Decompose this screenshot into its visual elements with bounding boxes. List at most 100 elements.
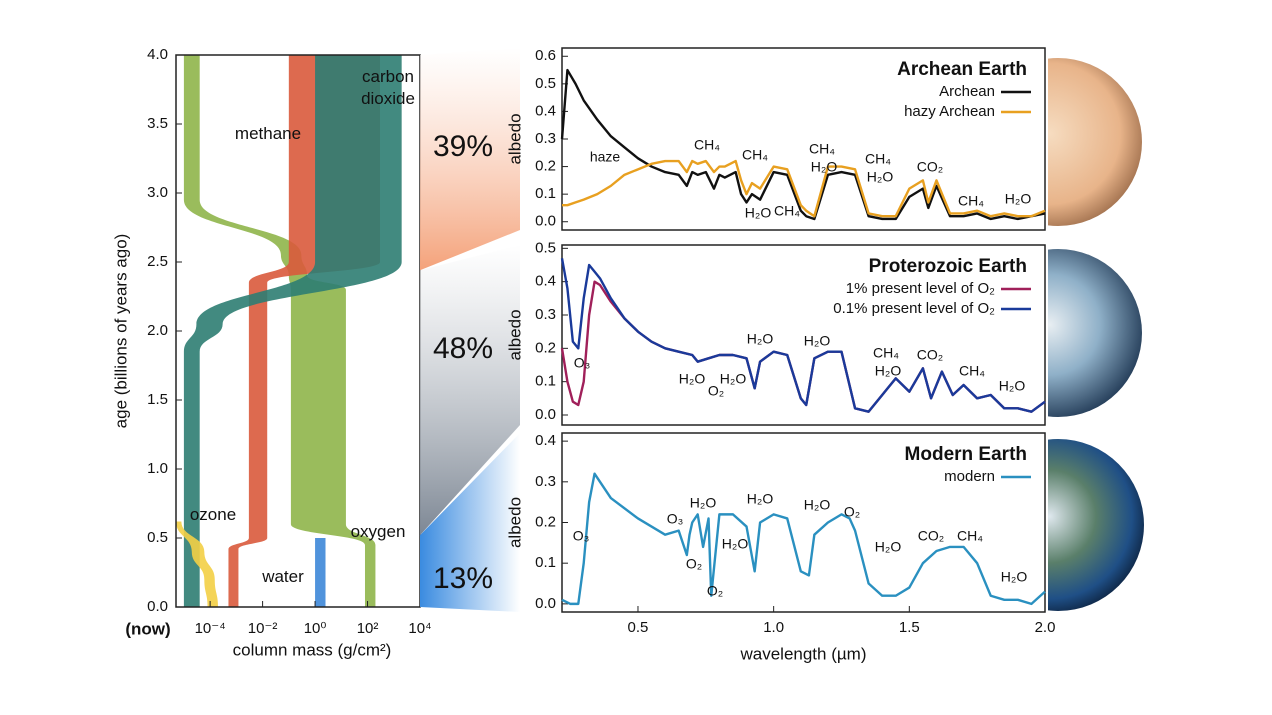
annotation: H₂O xyxy=(804,333,831,349)
proterozoic-planet xyxy=(1048,249,1142,417)
y-tick-label: 0.2 xyxy=(535,513,556,530)
spectrum-line xyxy=(562,159,1046,218)
annotation: CH₄ xyxy=(873,345,899,361)
annotation: CH₄ xyxy=(694,137,720,153)
band xyxy=(176,521,219,607)
wedge xyxy=(420,433,520,612)
y-tick-label: 0.5 xyxy=(147,529,168,546)
y-tick-label: 0.2 xyxy=(535,158,556,175)
archean-planet xyxy=(1048,58,1142,226)
y-tick-label: 0.5 xyxy=(535,239,556,256)
y-tick-label: 0.4 xyxy=(535,273,556,290)
wedge xyxy=(420,245,520,536)
annotation: CO₂ xyxy=(917,347,943,363)
annotation: CO₂ xyxy=(918,528,944,544)
y-axis-label: albedo xyxy=(505,497,524,548)
y-tick-label: 2.0 xyxy=(147,322,168,339)
panel-title: Modern Earth xyxy=(905,444,1027,465)
annotation: H₂O xyxy=(867,169,894,185)
y-axis-label: albedo xyxy=(505,113,524,164)
legend-label: hazy Archean xyxy=(904,103,995,120)
y-tick-label: 0.4 xyxy=(535,102,556,119)
y-tick-label: 0.1 xyxy=(535,185,556,202)
annotation: H₂O xyxy=(804,497,831,513)
x-axis-label: wavelength (µm) xyxy=(739,644,866,663)
annotation: CH₄ xyxy=(958,193,984,209)
planets xyxy=(1048,58,1144,611)
annotation: O₂ xyxy=(686,556,702,572)
y-tick-label: 3.0 xyxy=(147,184,168,201)
x-axis-label: column mass (g/cm²) xyxy=(233,640,392,659)
annotation: H₂O xyxy=(875,539,902,555)
y-tick-label: 0.4 xyxy=(535,432,556,449)
annotation: H₂O xyxy=(747,331,774,347)
legend-label: modern xyxy=(944,468,995,485)
legend-label: Archean xyxy=(939,83,995,100)
annotation: H₂O xyxy=(679,371,706,387)
y-tick-label: 0.3 xyxy=(535,306,556,323)
annotation: O₃ xyxy=(574,355,591,371)
spectrum-line xyxy=(560,68,1046,221)
modern-planet xyxy=(1048,439,1144,611)
annotation: O₃ xyxy=(573,528,590,544)
band xyxy=(183,55,376,607)
y-tick-label: 1.5 xyxy=(147,391,168,408)
series-label: ozone xyxy=(189,505,237,524)
y-axis-label: albedo xyxy=(505,309,524,360)
annotation: CO₂ xyxy=(917,159,943,175)
annotation: H₂O xyxy=(690,495,717,511)
x-tick-label: 0.5 xyxy=(628,619,649,636)
annotation: H₂O xyxy=(811,159,838,175)
annotation: O₂ xyxy=(707,583,723,599)
y-tick-label: 0.0 xyxy=(535,406,556,423)
series-label: carbon dioxide xyxy=(361,67,415,108)
y-tick-label: 2.5 xyxy=(147,253,168,270)
wedge xyxy=(420,48,520,271)
y-tick-label: 0.0 xyxy=(535,213,556,230)
series-label: water xyxy=(262,567,304,586)
y-tick-label: 0.1 xyxy=(535,373,556,390)
x-tick-label: 10⁻² xyxy=(248,620,278,637)
annotation: H₂O xyxy=(745,205,772,221)
annotation: H₂O xyxy=(1005,191,1032,207)
x-tick-label: 1.5 xyxy=(899,619,920,636)
annotation: H₂O xyxy=(875,363,902,379)
y-tick-label: 0.0 xyxy=(535,595,556,612)
annotation: CH₄ xyxy=(809,141,835,157)
y-tick-label: 1.0 xyxy=(147,460,168,477)
wedge-label: 48% xyxy=(433,332,493,365)
annotation: CH₄ xyxy=(957,528,983,544)
spectrum-line xyxy=(561,472,1046,606)
band xyxy=(183,55,402,607)
y-tick-label: 3.5 xyxy=(147,115,168,132)
y-tick-label: 0.5 xyxy=(535,75,556,92)
annotation: O₃ xyxy=(667,511,684,527)
wedge-label: 39% xyxy=(433,130,493,163)
y-axis-label: age (billions of years ago) xyxy=(111,234,130,429)
y-tick-label: 0.3 xyxy=(535,130,556,147)
x-tick-label: 10⁰ xyxy=(304,620,327,637)
series-label: oxygen xyxy=(350,522,406,541)
annotation: CH₄ xyxy=(959,363,985,379)
y-tick-label: 0.1 xyxy=(535,554,556,571)
legend-label: 1% present level of O₂ xyxy=(846,280,995,297)
annotation: H₂O xyxy=(747,491,774,507)
now-label: (now) xyxy=(125,619,170,638)
y-tick-label: 4.0 xyxy=(147,46,168,63)
y-tick-label: 0.2 xyxy=(535,339,556,356)
annotation: H₂O xyxy=(999,378,1026,394)
bands xyxy=(176,55,402,607)
y-tick-label: 0.3 xyxy=(535,473,556,490)
x-tick-label: 10⁴ xyxy=(408,620,431,637)
annotation: O₂ xyxy=(708,383,724,399)
y-tick-label: 0.6 xyxy=(535,47,556,64)
annotation: H₂O xyxy=(1001,569,1028,585)
x-tick-label: 2.0 xyxy=(1035,619,1056,636)
x-tick-label: 10² xyxy=(357,620,379,637)
band xyxy=(315,538,326,607)
legend-label: 0.1% present level of O₂ xyxy=(833,300,995,317)
annotation: CH₄ xyxy=(774,203,800,219)
panel-title: Proterozoic Earth xyxy=(869,256,1027,277)
